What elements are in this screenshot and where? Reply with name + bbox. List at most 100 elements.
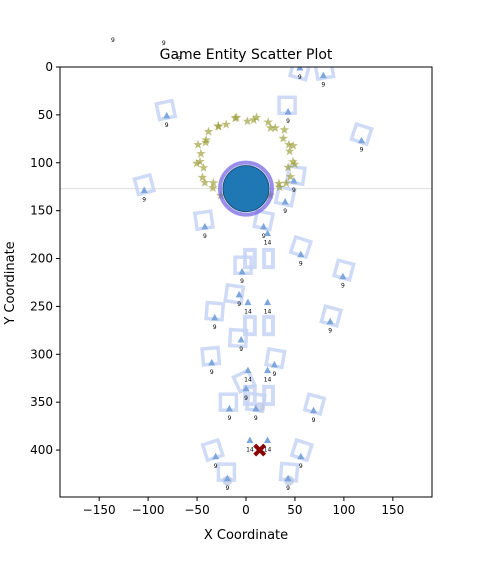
triangle-label: 9 — [240, 278, 244, 285]
star-marker — [198, 162, 209, 172]
y-tick-label: 150 — [30, 204, 53, 218]
star-marker — [284, 139, 294, 149]
triangle-marker — [296, 67, 304, 71]
triangle-label: 9 — [360, 147, 364, 154]
triangle-label: 9 — [321, 82, 325, 89]
star-marker — [270, 123, 280, 132]
star-marker — [221, 119, 231, 129]
triangle-label: 9 — [237, 301, 241, 308]
star-marker — [274, 178, 284, 188]
square-marker — [287, 67, 312, 82]
y-tick-label: 100 — [30, 156, 53, 170]
large-rect-marker — [243, 314, 257, 337]
triangle-marker — [211, 313, 219, 321]
triangle-marker — [290, 176, 298, 184]
triangle-label: 9 — [244, 395, 248, 402]
star-marker — [248, 115, 259, 125]
triangle-label: 9 — [328, 328, 332, 335]
triangle-marker — [284, 108, 292, 115]
y-tick-label: 300 — [30, 347, 53, 361]
x-tick-label: 50 — [287, 503, 302, 517]
x-tick-label: 150 — [381, 503, 404, 517]
triangle-marker — [339, 272, 347, 280]
player-ring — [218, 160, 274, 217]
star-marker — [197, 172, 208, 182]
star-marker — [281, 178, 291, 188]
player-marker — [222, 165, 270, 213]
x-tick-label: −50 — [184, 503, 209, 517]
triangle-label: 9 — [165, 122, 169, 129]
triangle-label: 9 — [286, 118, 290, 125]
x-tick-label: 0 — [242, 503, 250, 517]
stray-label: 9 — [178, 55, 182, 62]
y-tick-label: 350 — [30, 395, 53, 409]
triangle-label: 14 — [264, 309, 272, 316]
triangle-label: 9 — [227, 415, 231, 422]
large-rect-marker — [262, 314, 275, 337]
triangle-marker — [212, 452, 220, 460]
triangle-label: 14 — [264, 240, 272, 247]
triangle-marker — [242, 384, 250, 392]
x-tick-label: −150 — [83, 503, 116, 517]
triangle-marker — [264, 436, 272, 443]
triangle-marker — [284, 474, 292, 482]
triangle-label: 14 — [246, 446, 254, 453]
triangle-label: 9 — [341, 283, 345, 290]
y-axis-label: Y Coordinate — [3, 241, 18, 325]
star-marker — [208, 183, 218, 192]
square-marker — [223, 282, 246, 305]
triangle-label: 14 — [244, 377, 252, 384]
plot-frame — [59, 66, 433, 498]
square-marker — [227, 327, 249, 349]
triangle-label: 9 — [292, 187, 296, 194]
large-rect-marker — [262, 247, 275, 270]
triangle-marker — [208, 358, 216, 366]
star-marker — [196, 148, 206, 158]
triangle-label: 9 — [210, 369, 214, 376]
triangle-marker — [264, 298, 272, 306]
triangle-label: 9 — [214, 463, 218, 470]
triangle-marker — [244, 366, 252, 374]
star-marker — [284, 146, 295, 156]
star-marker — [288, 156, 298, 166]
triangle-marker — [235, 290, 243, 298]
y-tick-label: 400 — [30, 443, 53, 457]
triangle-label: 9 — [299, 261, 303, 268]
y-tick-label: 50 — [38, 108, 53, 122]
star-marker — [278, 133, 288, 143]
triangle-marker — [238, 267, 246, 275]
triangle-label: 14 — [264, 446, 272, 453]
triangle-marker — [252, 404, 260, 412]
triangle-label: 9 — [262, 233, 266, 240]
y-tick-label: 0 — [45, 60, 53, 74]
star-marker — [201, 135, 211, 144]
triangle-marker — [319, 71, 327, 79]
triangle-label: 9 — [312, 417, 316, 424]
square-marker — [200, 437, 226, 463]
triangle-label: 9 — [142, 197, 146, 204]
triangle-marker — [358, 136, 366, 144]
star-marker — [200, 177, 210, 187]
star-marker — [242, 116, 253, 126]
triangle-label: 14 — [264, 377, 272, 384]
triangle-marker — [237, 335, 245, 343]
triangle-label: 9 — [286, 485, 290, 492]
triangle-marker — [201, 222, 209, 230]
triangle-label: 9 — [239, 346, 243, 353]
target-marker-stroke — [253, 443, 267, 457]
x-tick-label: −100 — [132, 503, 165, 517]
star-marker — [289, 159, 300, 169]
triangle-marker — [260, 222, 268, 230]
triangle-marker — [225, 404, 233, 412]
triangle-marker — [270, 360, 278, 368]
star-marker — [192, 158, 202, 168]
star-marker — [231, 112, 242, 122]
triangle-marker — [163, 111, 171, 119]
y-tick-label: 250 — [30, 299, 53, 313]
chart-title: Game Entity Scatter Plot — [160, 47, 333, 63]
star-marker — [288, 140, 298, 150]
triangle-label: 14 — [244, 309, 252, 316]
triangle-label: 9 — [254, 415, 258, 422]
triangle-label: 9 — [299, 463, 303, 470]
